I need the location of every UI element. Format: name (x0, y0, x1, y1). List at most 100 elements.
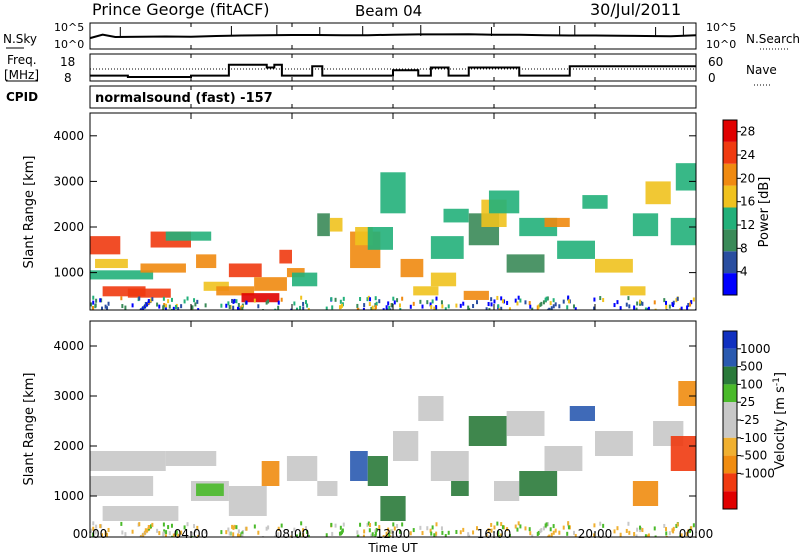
power-colorbar-segment (723, 185, 737, 208)
speckle-cell (366, 522, 369, 527)
speckle-cell (158, 531, 161, 536)
speckle-cell (302, 533, 305, 537)
power-colorbar-segment (723, 229, 737, 252)
heatmap-cell (632, 213, 659, 237)
speckle-cell (151, 297, 154, 302)
speckle-cell (472, 530, 475, 535)
speckle-cell (653, 526, 656, 531)
heatmap-cell (675, 163, 696, 191)
speckle-cell (540, 528, 543, 533)
speckle-cell (174, 531, 177, 536)
heatmap-cell (645, 181, 671, 205)
speckle-cell (369, 523, 372, 528)
speckle-cell (235, 299, 238, 304)
speckle-cell (388, 532, 391, 537)
heatmap-cell (380, 172, 406, 214)
speckle-cell (170, 523, 173, 528)
speckle-cell (548, 307, 551, 310)
speckle-cell (519, 524, 522, 529)
speckle-cell (529, 304, 532, 309)
speckle-cell (676, 296, 679, 301)
speckle-cell (300, 521, 303, 526)
speckle-cell (435, 296, 438, 301)
speckle-cell (196, 525, 199, 530)
speckle-cell (421, 304, 424, 309)
speckle-cell (391, 529, 394, 534)
speckle-cell (441, 530, 444, 535)
speckle-cell (517, 295, 520, 300)
speckle-cell (690, 300, 693, 305)
heatmap-cell (463, 290, 489, 300)
speckle-cell (237, 303, 240, 308)
speckle-cell (549, 301, 552, 306)
velocity-colorbar-segment (723, 348, 737, 367)
speckle-cell (124, 305, 127, 310)
speckle-cell (562, 525, 565, 530)
speckle-cell (447, 530, 450, 535)
speckle-cell (304, 526, 307, 531)
speckle-cell (687, 302, 690, 307)
speckle-cell (144, 304, 147, 309)
speckle-cell (104, 304, 107, 309)
y-tick-label: 2000 (53, 220, 84, 234)
speckle-cell (389, 535, 392, 537)
heatmap-cell (367, 227, 393, 250)
velocity-noise-texture (90, 521, 696, 537)
speckle-cell (392, 296, 395, 301)
speckle-cell (92, 295, 95, 300)
speckle-cell (356, 530, 359, 535)
speckle-cell (280, 297, 283, 302)
y-tick-label: 1000 (53, 266, 84, 280)
speckle-cell (144, 530, 147, 535)
velocity-colorbar-tick-label: -1000 (740, 466, 775, 480)
speckle-cell (204, 529, 207, 534)
speckle-cell (121, 530, 124, 535)
speckle-cell (339, 525, 342, 530)
speckle-cell (385, 305, 388, 310)
heatmap-cell (254, 277, 287, 291)
speckle-cell (668, 304, 671, 309)
velocity-colorbar-tick-label: 1000 (740, 342, 771, 356)
speckle-cell (164, 307, 167, 310)
speckle-cell (267, 299, 270, 304)
speckle-cell (388, 305, 391, 310)
heatmap-cell (350, 451, 368, 481)
speckle-cell (371, 305, 374, 310)
speckle-cell (514, 524, 517, 529)
speckle-cell (476, 526, 479, 531)
power-colorbar-segment (723, 163, 737, 186)
speckle-cell (542, 526, 545, 531)
speckle-cell (508, 307, 511, 310)
speckle-cell (334, 297, 337, 302)
heatmap-cell (670, 436, 696, 471)
speckle-cell (613, 303, 616, 308)
power-colorbar-segment (723, 141, 737, 164)
speckle-cell (426, 300, 429, 305)
speckle-cell (274, 535, 277, 537)
speckle-cell (375, 301, 378, 306)
speckle-cell (493, 299, 496, 304)
noise-right-label: N.Search (746, 32, 800, 46)
speckle-cell (625, 302, 628, 307)
speckle-cell (342, 522, 345, 527)
noise-left-label: N.Sky (3, 32, 37, 46)
speckle-cell (299, 532, 302, 537)
beam-label: Beam 04 (355, 2, 422, 20)
freq-panel: Freq. [MHz] 18 8 60 0 Nave (4, 53, 777, 86)
speckle-cell (545, 296, 548, 301)
speckle-cell (497, 304, 500, 309)
speckle-cell (412, 528, 415, 533)
speckle-cell (196, 299, 199, 304)
heatmap-cell (488, 190, 520, 214)
power-y-axis-label: Slant Range [km] (22, 156, 37, 269)
y-tick-label: 4000 (53, 339, 84, 353)
speckle-cell (676, 522, 679, 527)
speckle-cell (233, 524, 236, 529)
speckle-cell (164, 534, 167, 537)
speckle-cell (665, 531, 668, 536)
speckle-cell (398, 529, 401, 534)
speckle-cell (537, 304, 540, 309)
power-colorbar-tick-label: 4 (740, 265, 748, 279)
y-tick-label: 2000 (53, 439, 84, 453)
speckle-cell (389, 308, 392, 310)
